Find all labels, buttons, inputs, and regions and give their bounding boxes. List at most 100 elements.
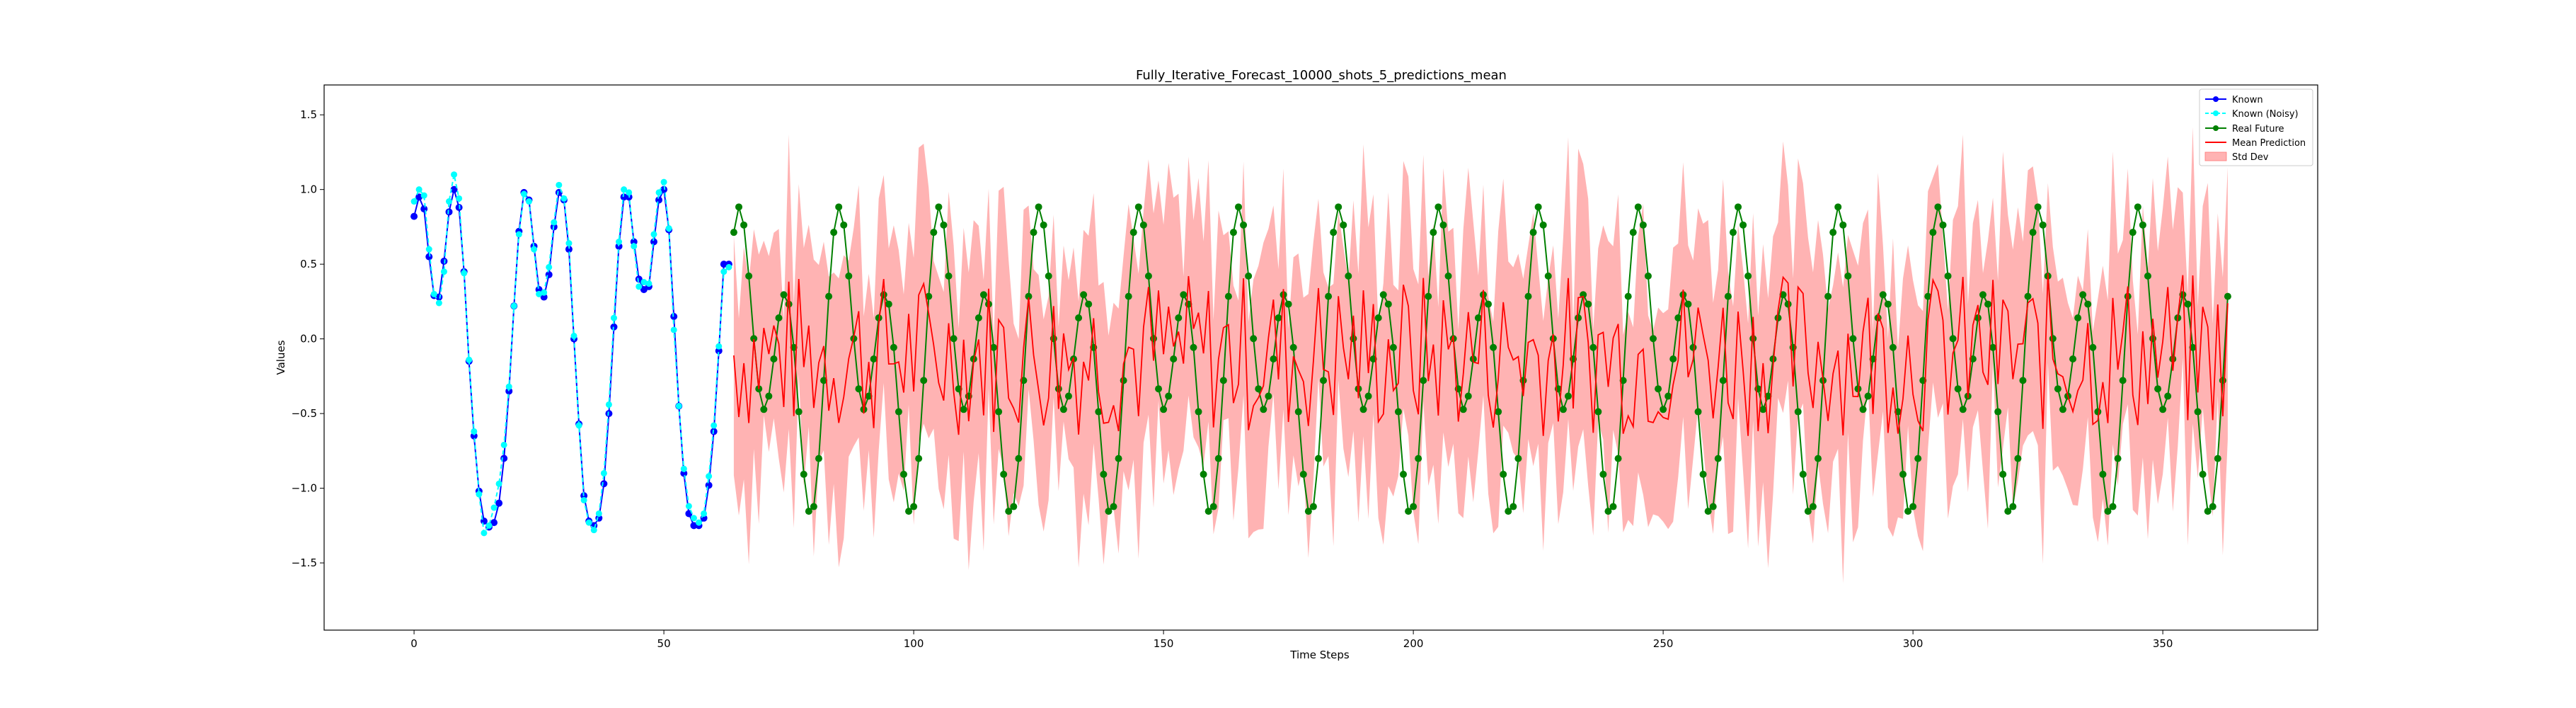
legend-entry-std-dev: Std Dev [2204,152,2269,163]
known-noisy-point [580,496,587,503]
real-future-point [2129,229,2137,236]
real-future-point [1834,203,1842,211]
known-noisy-point [560,195,568,202]
known-point [490,519,498,527]
known-noisy-point [715,343,723,350]
known-noisy-point [720,268,728,275]
real-future-point [1265,392,1272,400]
known-noisy-point [440,268,447,275]
x-tick-label: 350 [2153,637,2173,650]
known-noisy-point [446,198,453,205]
known-point [715,347,723,355]
real-future-point [1115,455,1122,462]
known-noisy-point [510,302,517,309]
real-future-point [735,203,742,211]
legend-label-mean-prediction: Mean Prediction [2232,138,2306,149]
real-future-point [2074,314,2082,322]
real-future-point [1410,503,1418,510]
known-point [680,469,688,477]
real-future-point [1209,503,1217,510]
real-future-point [1025,292,1033,300]
real-future-point [2189,343,2197,351]
known-noisy-point [670,326,677,333]
known-point [495,499,503,507]
real-future-point [830,229,838,236]
known-noisy-point [575,422,582,429]
real-future-point [835,203,843,211]
real-future-point [1814,455,1822,462]
real-future-point [840,221,848,229]
real-future-point [870,355,878,363]
real-future-point [1674,314,1682,322]
real-future-point [1330,229,1338,236]
real-future-point [960,406,967,413]
known-noisy-point [706,473,713,480]
real-future-point [1954,385,1962,393]
real-future-point [2214,455,2221,462]
real-future-point [1979,291,1986,299]
real-future-point [1689,343,1697,351]
real-future-point [1415,455,1422,462]
real-future-point [1879,291,1887,299]
known-noisy-point [420,192,427,199]
plot-frame [323,84,2318,631]
legend-box [2199,88,2313,166]
known-noisy-point [565,240,573,247]
real-future-point [2099,470,2107,478]
real-future-point [1425,292,1432,300]
known-noisy-point [616,239,623,246]
real-future-point [2039,221,2047,229]
real-future-point [1510,503,1517,510]
real-future-point [1804,508,1812,515]
real-future-point [1335,203,1342,211]
x-tick-label: 150 [1154,637,1174,650]
real-future-point [2204,508,2212,515]
real-future-point [1514,455,1522,462]
known-point [440,257,448,265]
real-future-point [1585,300,1592,308]
real-future-point [1655,385,1662,393]
known-noisy-series [410,171,732,537]
y-axis-label: Values [275,340,287,375]
real-future-point [2014,455,2022,462]
real-future-point [1500,470,1507,478]
known-point [630,238,638,246]
real-future-point [1364,392,1372,400]
known-point [565,246,573,253]
real-future-point [995,408,1003,416]
real-future-point [1015,455,1023,462]
real-future-point [1289,343,1297,351]
std-dev-area [733,127,2228,583]
real-future-point [1664,392,1672,400]
real-future-point [2079,291,2087,299]
real-future-point [1080,291,1088,299]
known-noisy-point [490,504,498,511]
real-future-point [2114,455,2122,462]
real-future-point [730,229,737,236]
real-future-point [1740,221,1747,229]
real-future-point [1564,392,1572,400]
known-noisy-point [505,383,512,390]
real-future-point [1759,406,1767,413]
real-future-point [1270,355,1277,363]
real-future-point [915,455,923,462]
legend-entry-real-future: Real Future [2205,124,2284,135]
legend-entry-known-noisy: Known (Noisy) [2205,109,2299,120]
real-future-point [2054,385,2062,393]
real-future-point [1105,508,1112,515]
real-future-point [1914,455,1922,462]
real-future-point [1939,221,1947,229]
real-future-point [1459,406,1467,413]
legend-swatch-std-dev [2204,152,2227,161]
real-future-point [745,272,753,280]
real-future-point [1180,291,1188,299]
real-future-point [990,343,998,351]
real-future-point [1035,203,1042,211]
known-point [650,238,657,246]
known-noisy-point [515,231,522,238]
real-future-point [1250,335,1258,343]
real-future-point [1054,385,1062,393]
y-tick-label: 1.5 [300,108,317,121]
real-future-point [1884,300,1892,308]
real-future-point [1059,406,1067,413]
